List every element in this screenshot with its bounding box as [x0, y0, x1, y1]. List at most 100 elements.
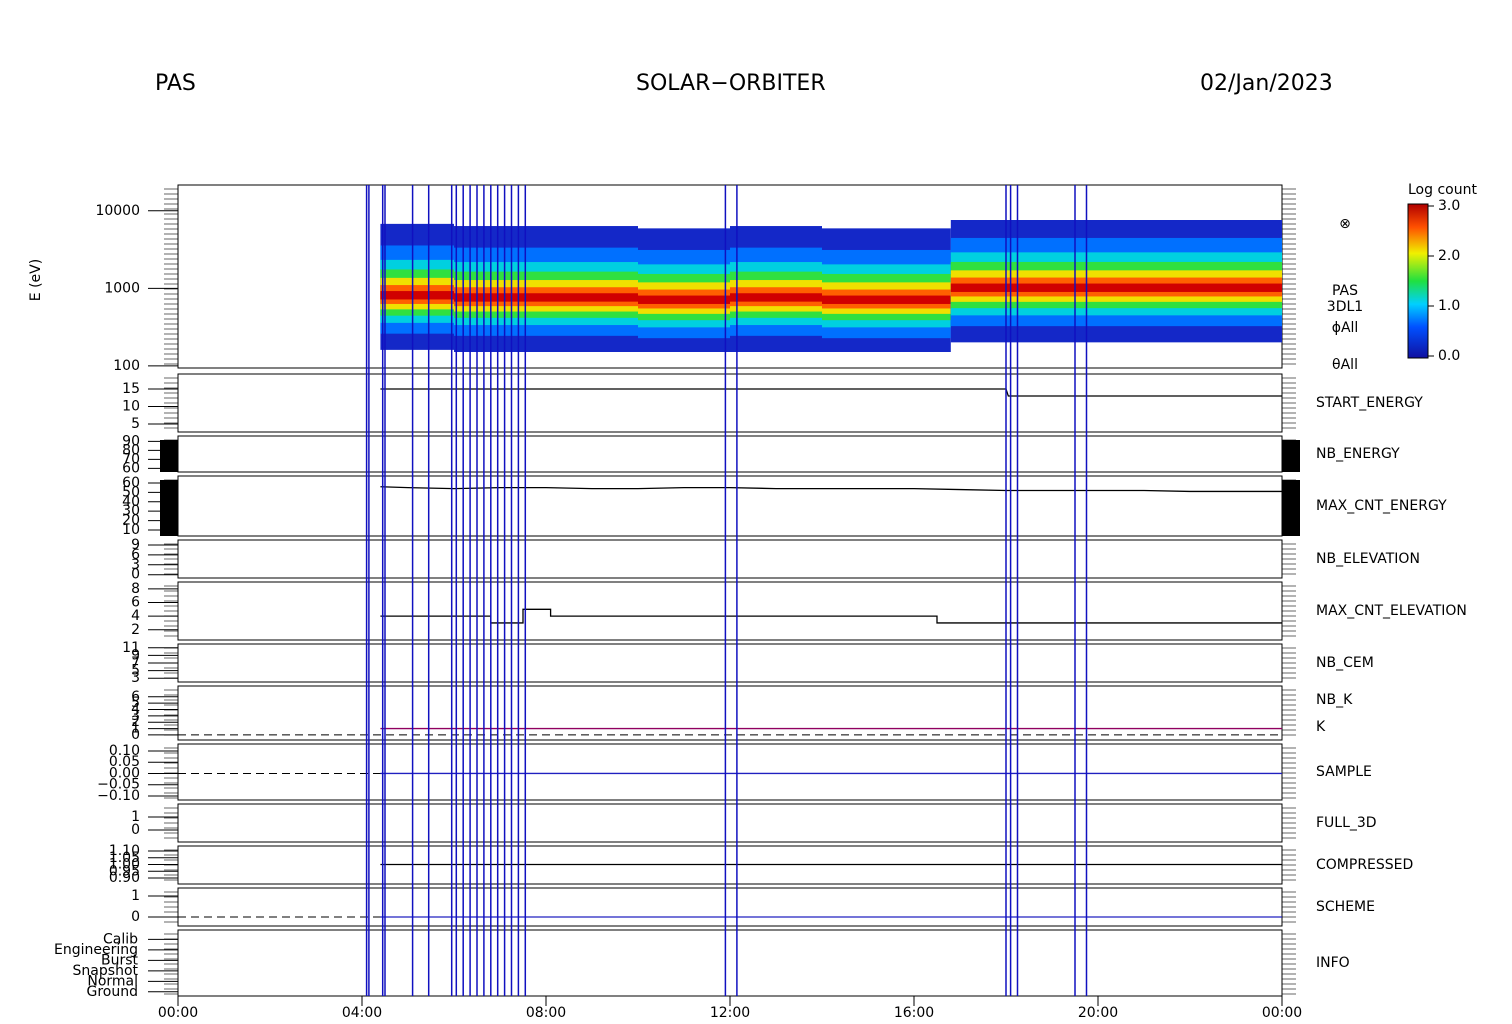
y-tick-label: Burst	[101, 952, 139, 968]
y-tick-label: 0	[131, 822, 140, 838]
y-tick-label: 6	[131, 689, 140, 705]
y-tick-label: 1.05	[109, 850, 140, 866]
panel-label: SCHEME	[1316, 899, 1375, 915]
colorbar	[1407, 203, 1429, 359]
data-line	[380, 388, 1282, 397]
y-tick-label: 10	[122, 398, 140, 414]
y-axis-title: E (eV)	[28, 259, 44, 301]
x-tick-label: 20:00	[1078, 1005, 1118, 1020]
panel-label: COMPRESSED	[1316, 857, 1413, 873]
y-tick-label: 0.00	[109, 765, 140, 781]
panel-label: NB_K	[1316, 692, 1353, 708]
panel-label: θAll	[1332, 357, 1358, 373]
y-tick-label: 15	[122, 381, 140, 397]
y-tick-label: 50	[122, 484, 140, 500]
data-line	[380, 608, 1282, 624]
colorbar-tick-label: 1.0	[1438, 298, 1460, 314]
panel-label: NB_ENERGY	[1316, 446, 1400, 462]
y-tick-label: 9	[131, 537, 140, 553]
y-tick-label: 5	[131, 695, 140, 711]
x-tick-label: 16:00	[894, 1005, 934, 1020]
spectrogram-band	[638, 295, 730, 304]
y-tick-label: 100	[113, 358, 140, 374]
colorbar-tick-label: 3.0	[1438, 198, 1460, 214]
y-tick-label: 4	[131, 702, 140, 718]
y-tick-label: 6	[131, 547, 140, 563]
panel-frame	[177, 581, 1283, 641]
y-tick-label: 30	[122, 503, 140, 519]
y-tick-label: 80	[122, 442, 140, 458]
panel-label: PAS	[1332, 283, 1358, 299]
panel-frame	[177, 539, 1283, 579]
tick-cluster	[1282, 480, 1300, 536]
x-tick-label: 08:00	[526, 1005, 566, 1020]
y-tick-label: 1	[131, 721, 140, 737]
unit-symbol: ⊗	[1339, 216, 1351, 232]
y-tick-label: 0	[131, 567, 140, 583]
y-tick-label: −0.05	[97, 777, 140, 793]
spectrogram-band	[914, 295, 951, 304]
y-tick-label: 0	[131, 909, 140, 925]
panel-label: MAX_CNT_ENERGY	[1316, 498, 1447, 514]
panel-frame	[177, 475, 1283, 537]
x-tick-label: 04:00	[342, 1005, 382, 1020]
y-tick-label: 1000	[104, 280, 140, 296]
panel-frame	[177, 685, 1283, 741]
y-tick-label: 3	[131, 557, 140, 573]
panel-frame	[177, 743, 1283, 801]
panel-label: NB_CEM	[1316, 655, 1374, 671]
panel-label: ϕAll	[1332, 320, 1359, 336]
panel-frame	[177, 435, 1283, 473]
y-tick-label: Snapshot	[73, 963, 139, 979]
data-line	[380, 486, 1282, 493]
y-tick-label: 90	[122, 433, 140, 449]
y-tick-label: 10	[122, 522, 140, 538]
panel-frame	[177, 929, 1283, 997]
y-tick-label: 1.10	[109, 843, 140, 859]
y-tick-label: 0	[131, 727, 140, 743]
spectrogram-band	[546, 293, 638, 302]
y-tick-label: 11	[122, 640, 140, 656]
y-tick-label: Ground	[87, 984, 139, 1000]
y-tick-label: 0.10	[109, 743, 140, 759]
y-tick-label: 5	[131, 663, 140, 679]
tick-cluster	[1282, 440, 1300, 472]
y-tick-label: 40	[122, 494, 140, 510]
panel-label: START_ENERGY	[1316, 395, 1423, 411]
spectrogram-band	[730, 293, 822, 302]
panel-label: 3DL1	[1327, 299, 1363, 315]
spectrogram-band	[1006, 283, 1098, 292]
y-tick-label: Calib	[103, 931, 138, 947]
colorbar-title: Log count	[1408, 182, 1477, 198]
y-tick-label: Normal	[87, 973, 138, 989]
spectrogram-band	[1190, 283, 1282, 292]
instrument-title: PAS	[155, 71, 196, 96]
y-tick-label: 1.00	[109, 857, 140, 873]
x-tick-label: 00:00	[1262, 1005, 1302, 1020]
spectrogram-band	[822, 295, 914, 304]
y-tick-label: 70	[122, 451, 140, 467]
y-tick-label: 4	[131, 608, 140, 624]
y-tick-label: 8	[131, 581, 140, 597]
spectrogram-band	[950, 283, 1006, 292]
y-tick-label: 0.95	[109, 863, 140, 879]
panel-label: NB_ELEVATION	[1316, 551, 1420, 567]
panel-label: FULL_3D	[1316, 815, 1377, 831]
tick-cluster	[160, 440, 178, 472]
y-tick-label: 20	[122, 513, 140, 529]
y-tick-label: 2	[131, 622, 140, 638]
y-tick-label: 1	[131, 888, 140, 904]
y-tick-label: 2	[131, 714, 140, 730]
panel-frame	[177, 373, 1283, 433]
y-tick-label: 7	[131, 655, 140, 671]
y-tick-label: 1	[131, 809, 140, 825]
panel-label: MAX_CNT_ELEVATION	[1316, 603, 1467, 619]
y-tick-label: 3	[131, 708, 140, 724]
panel-frame	[177, 803, 1283, 843]
panel-frame	[177, 643, 1283, 683]
colorbar-tick-label: 0.0	[1438, 348, 1460, 364]
y-tick-label: 10000	[95, 203, 140, 219]
